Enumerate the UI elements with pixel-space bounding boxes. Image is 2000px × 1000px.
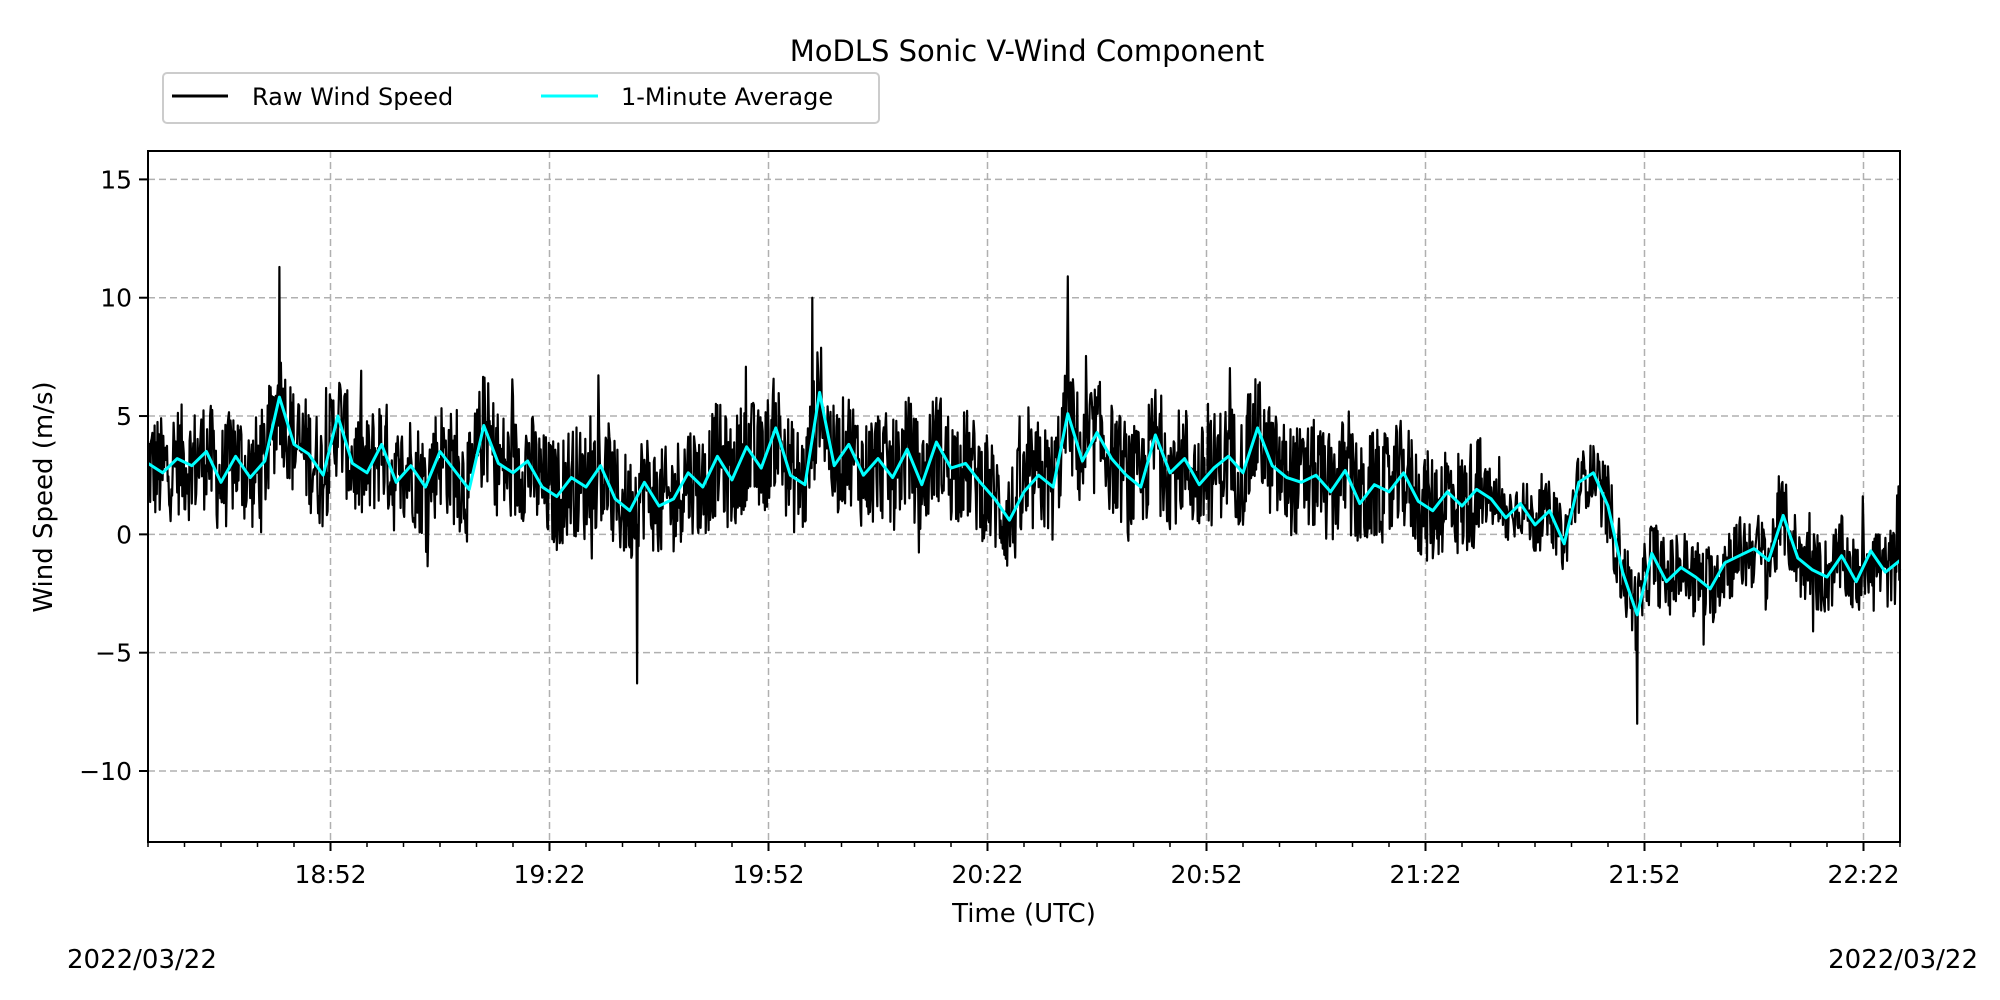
legend-raw-label: Raw Wind Speed	[252, 83, 453, 111]
y-axis: 15 10 5 0 −5 −10	[79, 165, 148, 786]
x-tick-label: 20:22	[951, 860, 1023, 889]
x-tick-label: 21:22	[1389, 860, 1461, 889]
y-tick-label: 10	[100, 284, 132, 313]
x-axis: 18:52 19:22 19:52 20:22 20:52 21:22 21:52 22:22	[147, 842, 1901, 889]
x-tick-label: 21:52	[1608, 860, 1680, 889]
x-tick-label: 18:52	[294, 860, 366, 889]
start-date-label: 2022/03/22	[67, 945, 217, 975]
legend-avg-label: 1-Minute Average	[621, 83, 833, 111]
x-tick-label: 20:52	[1170, 860, 1242, 889]
one-minute-average-series	[147, 390, 1901, 617]
legend: Raw Wind Speed 1-Minute Average	[162, 72, 880, 124]
y-tick-label: 0	[116, 520, 132, 549]
end-date-label: 2022/03/22	[1828, 945, 1978, 975]
x-axis-label: Time (UTC)	[951, 899, 1096, 929]
x-tick-label: 22:22	[1827, 860, 1899, 889]
y-tick-label: 15	[100, 165, 132, 194]
one-minute-average-line	[147, 390, 1901, 617]
y-tick-label: −10	[79, 757, 132, 786]
plot-background	[148, 151, 1900, 842]
legend-box	[162, 72, 880, 124]
plot-area	[146, 150, 1902, 843]
chart-title: MoDLS Sonic V-Wind Component	[790, 34, 1265, 68]
raw-wind-speed-line	[146, 265, 1902, 725]
raw-wind-speed-series	[146, 265, 1902, 725]
x-tick-label: 19:22	[513, 860, 585, 889]
y-tick-label: 5	[116, 402, 132, 431]
x-tick-label: 19:52	[732, 860, 804, 889]
y-axis-label: Wind Speed (m/s)	[29, 381, 59, 612]
y-tick-label: −5	[95, 639, 132, 668]
